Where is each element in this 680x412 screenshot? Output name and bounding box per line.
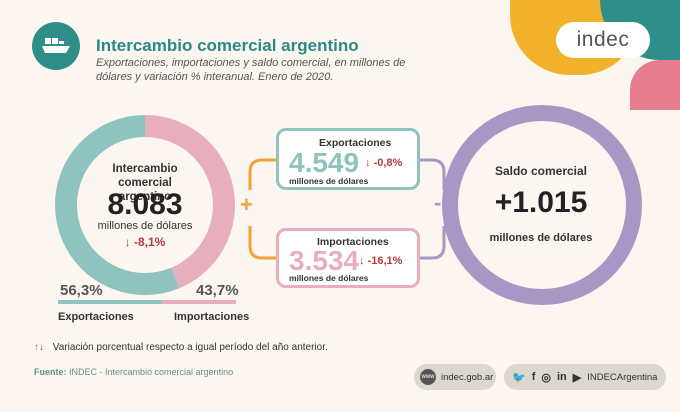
exp-label: Exportaciones [58,311,134,323]
arrow-down-icon: ↓ [124,235,131,249]
imports-title: Importaciones [317,236,389,248]
page-title: Intercambio comercial argentino [96,36,359,55]
saldo-ring [442,105,642,305]
imports-value: 3.534 [289,245,360,276]
arrow-down-icon: ↓ [365,157,371,169]
donut-slice-importaciones [144,115,235,289]
imports-variation: ↓ -16,1% [359,255,402,267]
connector-imp-right [420,226,446,260]
imports-card: Importaciones 3.534 ↓ -16,1% millones de… [276,228,420,288]
imp-percent: 43,7% [196,282,239,299]
donut-variation-value: -8,1% [133,235,166,249]
donut-value: 8.083 [107,188,183,221]
legend-text: Variación porcentual respecto a igual pe… [52,342,328,353]
source-note: Fuente: INDEC - Intercambio comercial ar… [34,367,233,377]
arrow-down-icon: ↓ [39,342,44,353]
exports-unit: millones de dólares [289,176,369,186]
donut-chart [55,115,235,295]
donut-title: Intercambio comercial argentino [112,163,178,203]
saldo-unit: millones de dólares [489,232,593,244]
saldo-title: Saldo comercial [494,164,588,178]
exports-card: Exportaciones 4.549 ↓ -0,8% millones de … [276,128,420,190]
ship-icon [32,22,80,70]
instagram-icon[interactable]: ◎ [541,371,551,384]
exp-share-bar [58,300,162,304]
imports-unit: millones de dólares [289,273,369,283]
exp-percent: 56,3% [60,282,103,299]
arrow-up-icon: ↑ [34,342,39,353]
facebook-icon[interactable]: f [531,371,536,383]
website-link[interactable]: www indec.gob.ar [414,364,496,390]
exports-variation: ↓ -0,8% [365,157,402,169]
youtube-icon[interactable]: ▶ [572,371,582,384]
www-icon: www [420,369,436,385]
linkedin-icon[interactable]: in [556,371,567,383]
plus-sign: + [240,192,253,217]
exports-value: 4.549 [289,147,360,178]
imports-variation-value: -16,1% [367,255,403,267]
connector-exp-right [420,158,446,190]
page-subtitle: Exportaciones, importaciones y saldo com… [96,57,406,83]
source-text: INDEC - Intercambio comercial argentino [69,367,234,377]
donut-variation: ↓ -8,1% [92,235,198,249]
exports-variation-value: -0,8% [373,157,403,169]
website-text: indec.gob.ar [441,371,494,383]
twitter-icon[interactable]: 🐦 [512,371,526,384]
social-links: 🐦 f ◎ in ▶ INDECArgentina [504,364,666,390]
minus-sign: - [434,190,442,215]
source-label: Fuente: [34,367,67,377]
donut-unit: millones de dólares [97,220,193,232]
indec-logo[interactable]: indec [556,22,650,58]
exports-title: Exportaciones [319,137,392,149]
saldo-value: +1.015 [494,186,588,219]
arrow-down-icon: ↓ [359,255,365,267]
donut-slice-exportaciones [55,115,180,295]
connector-imp-left [248,226,276,260]
imp-share-bar [162,300,236,304]
variation-legend: ↑↓ Variación porcentual respecto a igual… [34,342,328,353]
social-handle[interactable]: INDECArgentina [587,371,658,383]
connector-exp-left [248,158,276,190]
imp-label: Importaciones [174,311,250,323]
logo-blob-pink [630,60,680,110]
